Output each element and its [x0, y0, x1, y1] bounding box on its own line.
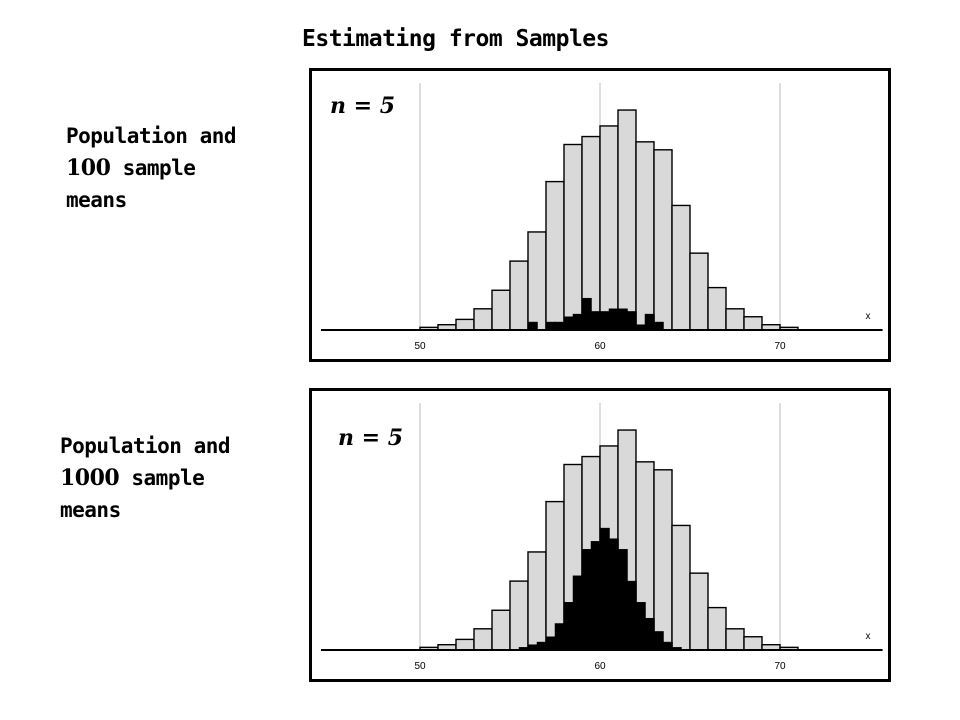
- sample-mean-bar: [599, 527, 610, 651]
- population-bar: [491, 289, 511, 331]
- x-tick-label: 60: [594, 341, 606, 352]
- x-axis-label: x: [866, 631, 871, 642]
- histogram-chart: 50 60 70 x n = 5: [321, 83, 883, 352]
- population-bar: [491, 609, 511, 651]
- population-bar: [725, 628, 745, 651]
- population-bar: [509, 260, 529, 331]
- caption-last: means: [60, 498, 121, 522]
- caption-suffix: sample: [122, 156, 196, 180]
- sample-size-label: n = 5: [338, 425, 403, 451]
- histogram-chart: 50 60 70 x n = 5: [321, 403, 883, 672]
- population-bar: [527, 551, 547, 651]
- x-tick-label: 50: [414, 661, 426, 672]
- population-bar: [455, 318, 475, 331]
- x-tick-label: 70: [774, 661, 786, 672]
- sample-mean-bar: [617, 308, 628, 331]
- population-bar: [707, 606, 727, 651]
- population-bar: [671, 524, 691, 651]
- population-bar: [653, 149, 673, 331]
- population-bar: [671, 204, 691, 331]
- sample-mean-bar: [563, 602, 574, 651]
- sample-mean-bar: [545, 321, 556, 331]
- caption-last: means: [66, 188, 127, 212]
- sample-mean-bar: [644, 313, 655, 331]
- population-bar: [743, 316, 763, 331]
- sample-mean-bar: [662, 641, 673, 651]
- caption-number: 1000: [60, 465, 120, 491]
- sample-mean-bar: [554, 321, 565, 331]
- x-tick-label: 60: [594, 661, 606, 672]
- population-bar: [707, 286, 727, 331]
- sample-mean-bar: [545, 636, 556, 651]
- caption-prefix: Population and: [60, 434, 231, 458]
- sample-mean-bar: [608, 308, 619, 331]
- caption-suffix: sample: [131, 466, 205, 490]
- population-bar: [473, 308, 493, 331]
- sample-mean-bar: [626, 311, 637, 331]
- sample-size-label: n = 5: [330, 93, 395, 119]
- sample-mean-bar: [554, 623, 565, 651]
- sample-mean-bar: [599, 311, 610, 331]
- sample-mean-bar: [527, 321, 538, 331]
- sample-mean-bar: [626, 580, 637, 651]
- population-bar: [743, 636, 763, 651]
- sample-mean-bar: [572, 313, 583, 331]
- population-bar: [689, 572, 709, 651]
- population-bar: [635, 141, 655, 331]
- caption-number: 100: [66, 155, 111, 181]
- caption-sample-100: Population and 100 sample means: [66, 120, 237, 216]
- caption-sample-1000: Population and 1000 sample means: [60, 430, 231, 526]
- population-bar: [599, 125, 619, 331]
- histogram-panel-1000: 50 60 70 x n = 5: [309, 388, 891, 682]
- sample-mean-bar: [563, 316, 574, 331]
- histogram-panel-100: 50 60 70 x n = 5: [309, 68, 891, 362]
- x-axis-label: x: [866, 311, 871, 322]
- population-bar: [473, 628, 493, 651]
- sample-mean-bar: [581, 297, 592, 331]
- sample-mean-bar: [653, 321, 664, 331]
- sample-mean-bar: [608, 538, 619, 651]
- population-bar: [527, 231, 547, 331]
- sample-mean-bar: [644, 617, 655, 651]
- page-title: Estimating from Samples: [302, 26, 610, 52]
- population-bar: [689, 252, 709, 331]
- sample-mean-bar: [590, 311, 601, 331]
- population-bar: [455, 638, 475, 651]
- sample-mean-bar: [536, 641, 547, 651]
- sample-mean-bar: [590, 541, 601, 651]
- population-bar: [563, 143, 583, 331]
- sample-mean-bar: [653, 631, 664, 651]
- population-bar: [617, 109, 637, 331]
- sample-mean-bar: [635, 602, 646, 651]
- population-bar: [509, 580, 529, 651]
- population-bar: [545, 180, 565, 331]
- population-bar: [653, 469, 673, 651]
- sample-mean-bar: [581, 549, 592, 651]
- x-tick-label: 70: [774, 341, 786, 352]
- x-tick-label: 50: [414, 341, 426, 352]
- sample-mean-bar: [572, 575, 583, 651]
- population-bar: [725, 308, 745, 331]
- sample-mean-bar: [617, 549, 628, 651]
- caption-prefix: Population and: [66, 124, 237, 148]
